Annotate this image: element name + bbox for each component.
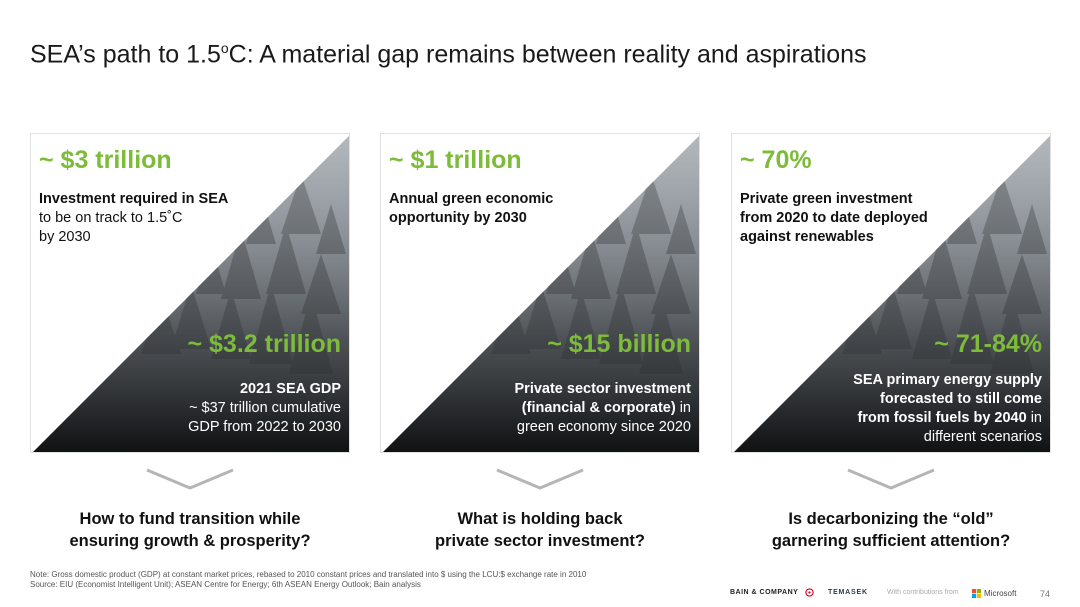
top-metric: ~ $1 trillion [389, 146, 522, 174]
bottom-description: Private sector investment (financial & c… [514, 381, 692, 435]
top-description: Investment required in SEA to be on trac… [39, 191, 229, 245]
temasek-logo: TEMASEK [828, 589, 868, 596]
question-fund-transition: How to fund transition while ensuring gro… [69, 510, 311, 550]
bain-logo: BAIN & COMPANY [730, 589, 799, 596]
bottom-metric: ~ 71-84% [934, 330, 1042, 358]
top-metric: ~ 70% [740, 146, 812, 174]
bottom-description: 2021 SEA GDP ~ $37 trillion cumulative G… [188, 381, 341, 435]
page-title: SEA’s path to 1.5oC: A material gap rema… [30, 40, 867, 69]
top-metric: ~ $3 trillion [39, 146, 172, 174]
contributions-label: With contributions from [887, 589, 959, 596]
question-private-investment: What is holding back private sector inves… [435, 510, 645, 550]
microsoft-logo-icon [972, 589, 981, 598]
chevron-down-icon [146, 468, 234, 490]
chevron-down-icon [847, 468, 935, 490]
bain-emblem-icon [805, 588, 814, 597]
page-number: 74 [1040, 589, 1051, 599]
footnote: Note: Gross domestic product (GDP) at co… [30, 570, 587, 589]
top-description: Private green investment from 2020 to da… [740, 191, 928, 245]
bottom-metric: ~ $15 billion [547, 330, 691, 358]
card-investment-required: ~ $3 trillion Investment required in SEA… [30, 133, 350, 453]
question-decarbonizing-old: Is decarbonizing the “old” garnering suff… [771, 510, 1011, 550]
top-description: Annual green economic opportunity by 203… [389, 191, 554, 226]
card-renewables: ~ 70% Private green investment from 2020… [731, 133, 1051, 453]
chevron-down-icon [496, 468, 584, 490]
microsoft-logo-text: Microsoft [984, 589, 1017, 598]
bottom-metric: ~ $3.2 trillion [187, 330, 341, 358]
card-green-opportunity: ~ $1 trillion Annual green economic oppo… [380, 133, 700, 453]
bottom-description: SEA primary energy supply forecasted to … [853, 372, 1042, 445]
